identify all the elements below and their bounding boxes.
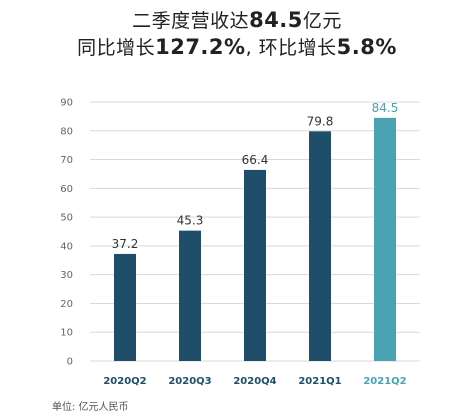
bar bbox=[244, 169, 266, 361]
bar bbox=[374, 117, 396, 361]
x-tick-label: 2021Q1 bbox=[298, 376, 341, 387]
title-text-2: 亿元 bbox=[302, 10, 342, 32]
yoy-growth-value: 127.2% bbox=[155, 35, 246, 59]
y-tick-label: 20 bbox=[60, 299, 73, 310]
x-tick-label: 2021Q2 bbox=[363, 376, 406, 387]
y-tick-label: 80 bbox=[60, 126, 73, 137]
y-tick-label: 10 bbox=[60, 328, 73, 339]
x-tick-label: 2020Q2 bbox=[103, 376, 146, 387]
y-tick-label: 30 bbox=[60, 270, 73, 281]
y-tick-label: 40 bbox=[60, 241, 73, 252]
revenue-value: 84.5 bbox=[249, 8, 303, 32]
y-tick-label: 90 bbox=[60, 98, 73, 109]
bar bbox=[309, 131, 331, 361]
y-tick-label: 70 bbox=[60, 155, 73, 166]
data-label: 79.8 bbox=[307, 114, 334, 128]
data-label: 66.4 bbox=[242, 153, 269, 167]
data-label: 84.5 bbox=[372, 101, 399, 115]
y-tick-label: 0 bbox=[67, 357, 73, 368]
data-label: 45.3 bbox=[177, 214, 204, 228]
chart-title-line-1: 二季度营收达84.5亿元 bbox=[0, 6, 474, 33]
data-label: 37.2 bbox=[112, 237, 139, 251]
chart-title-line-2: 同比增长127.2%, 环比增长5.8% bbox=[0, 33, 474, 60]
title-text-3: 同比增长 bbox=[77, 37, 156, 59]
y-tick-label: 50 bbox=[60, 213, 73, 224]
qoq-growth-value: 5.8% bbox=[336, 35, 397, 59]
y-tick-label: 60 bbox=[60, 184, 73, 195]
x-tick-label: 2020Q3 bbox=[168, 376, 211, 387]
bar bbox=[114, 253, 136, 361]
x-tick-label: 2020Q4 bbox=[233, 376, 276, 387]
bar bbox=[179, 230, 201, 361]
title-text-4: , 环比增长 bbox=[245, 37, 337, 59]
unit-note: 单位: 亿元人民币 bbox=[52, 402, 129, 413]
title-text-1: 二季度营收达 bbox=[132, 10, 250, 32]
